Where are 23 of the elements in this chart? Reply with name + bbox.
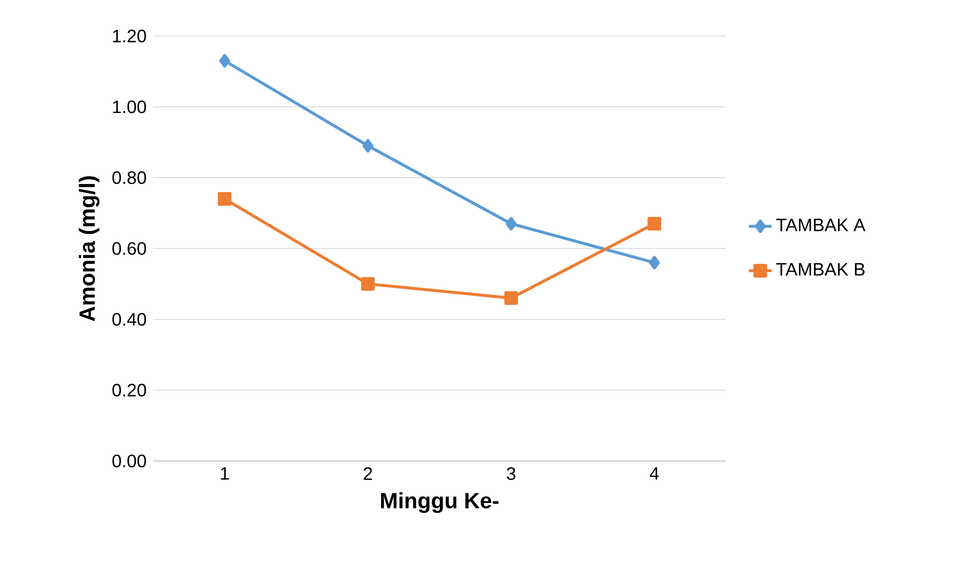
point (218, 192, 232, 206)
point (648, 256, 660, 270)
y-tick-label: 0.20 (112, 384, 146, 397)
x-tick-label: 3 (506, 467, 516, 480)
x-tick-label: 2 (364, 467, 372, 480)
point (504, 291, 518, 305)
y-tick-label: 0.00 (112, 454, 146, 468)
x-tick-label: 1 (221, 467, 229, 480)
y-tick-label: 0.40 (112, 312, 146, 326)
legend-label: TAMBAK B (776, 263, 865, 276)
point (219, 54, 230, 68)
point (506, 216, 517, 231)
point (362, 138, 374, 153)
legend-label: TAMBAK A (776, 218, 866, 232)
y-tick-label: 1.00 (113, 100, 146, 114)
y-tick-label: 0.80 (112, 171, 146, 184)
x-axis-title: Minggu Ke- (381, 492, 498, 513)
x-tick-label: 4 (650, 467, 659, 480)
y-tick-label: 0.60 (112, 242, 146, 255)
point (361, 277, 375, 291)
y-tick-label: 1.20 (113, 30, 146, 42)
y-axis-title: Amonia (mg/l) (78, 176, 100, 322)
point (648, 216, 662, 231)
